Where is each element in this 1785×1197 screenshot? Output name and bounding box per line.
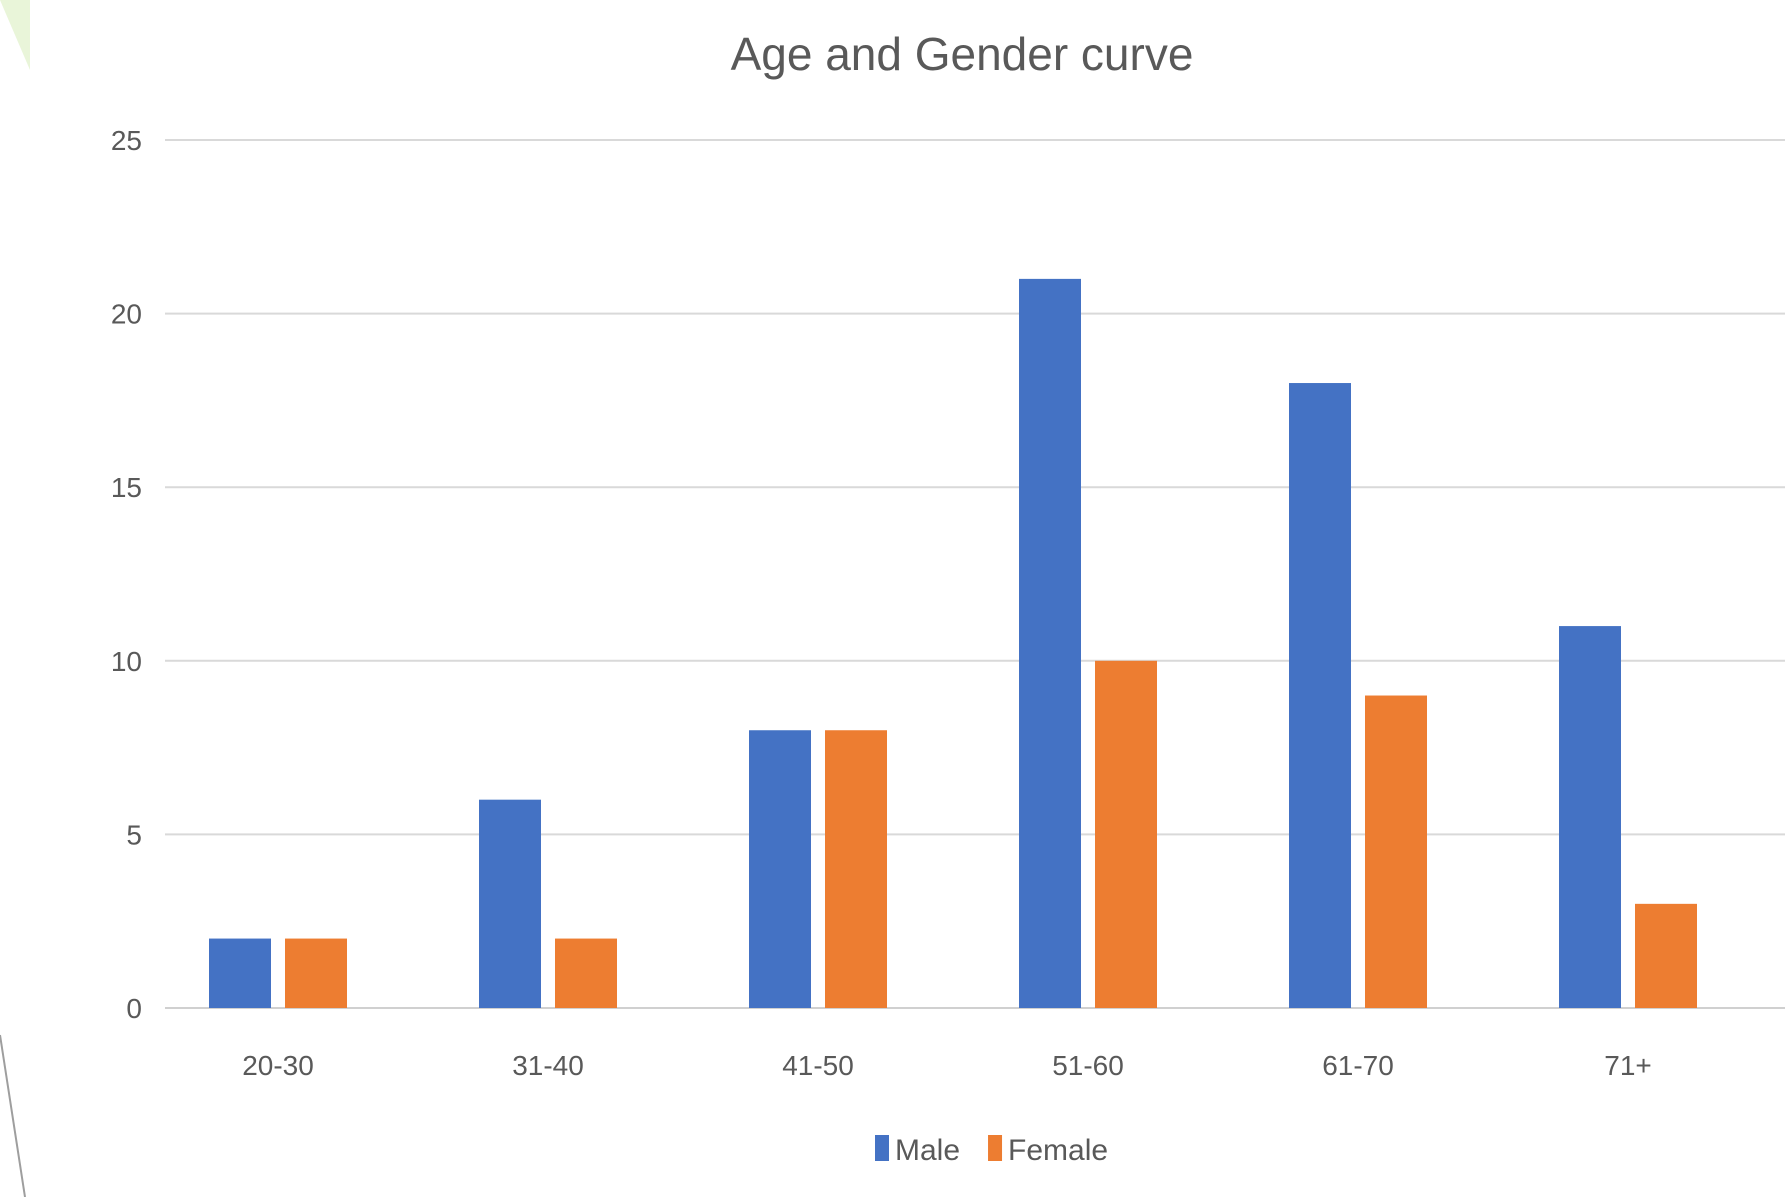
y-axis-ticks: 0 5 10 15 20 25 — [111, 125, 142, 1024]
x-tick-label: 41-50 — [782, 1050, 854, 1081]
y-tick-label: 10 — [111, 646, 142, 677]
y-tick-label: 25 — [111, 125, 142, 156]
x-tick-label: 20-30 — [242, 1050, 314, 1081]
x-tick-label: 61-70 — [1322, 1050, 1394, 1081]
bar-male-61-70 — [1289, 383, 1351, 1008]
bar-male-41-50 — [749, 730, 811, 1008]
bar-female-61-70 — [1365, 695, 1427, 1008]
y-tick-label: 0 — [126, 993, 142, 1024]
x-tick-label: 71+ — [1604, 1050, 1652, 1081]
bar-male-31-40 — [479, 799, 541, 1008]
legend: Male Female — [875, 1134, 1108, 1167]
y-tick-label: 20 — [111, 299, 142, 330]
bar-female-71+ — [1635, 903, 1697, 1008]
bar-female-51-60 — [1095, 660, 1157, 1008]
x-tick-label: 31-40 — [512, 1050, 584, 1081]
bar-female-20-30 — [285, 938, 347, 1008]
bar-female-31-40 — [555, 938, 617, 1008]
bar-female-41-50 — [825, 730, 887, 1008]
chart-title: Age and Gender curve — [731, 28, 1194, 80]
y-tick-label: 5 — [126, 819, 142, 850]
legend-swatch-male — [875, 1135, 889, 1161]
bars — [209, 278, 1697, 1008]
x-axis-ticks: 20-30 31-40 41-50 51-60 61-70 71+ — [242, 1050, 1652, 1081]
decorative-green-corner — [0, 0, 30, 70]
legend-label-female: Female — [1008, 1134, 1108, 1167]
x-tick-label: 51-60 — [1052, 1050, 1124, 1081]
legend-label-male: Male — [895, 1134, 960, 1167]
decorative-slide-line — [0, 1034, 26, 1197]
bar-male-71+ — [1559, 626, 1621, 1008]
gridlines — [165, 139, 1785, 1009]
bar-male-51-60 — [1019, 278, 1081, 1008]
legend-swatch-female — [988, 1135, 1003, 1161]
y-tick-label: 15 — [111, 472, 142, 503]
bar-male-20-30 — [209, 938, 271, 1008]
